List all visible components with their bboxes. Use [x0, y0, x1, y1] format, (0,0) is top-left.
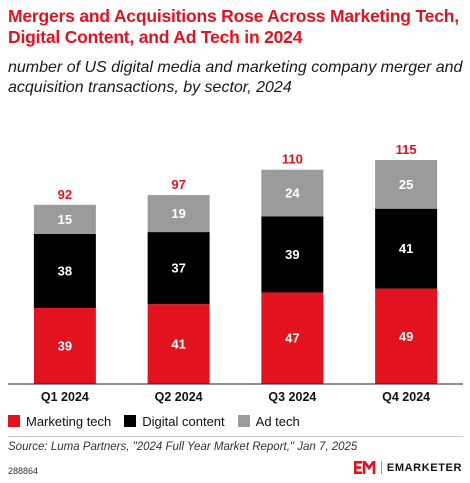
bar-digital-content-q1-2024: [33, 234, 96, 309]
brand-separator: [380, 461, 382, 474]
footer-divider: [8, 436, 463, 437]
brand-name: EMARKETER: [386, 461, 462, 474]
bar-ad-tech-q4-2024: [375, 160, 438, 209]
total-label-q1-2024: 92: [58, 187, 72, 202]
bar-digital-content-q3-2024: [261, 216, 324, 293]
bar-marketing-tech-q1-2024: [33, 308, 96, 384]
data-label-digital-content-q3-2024: 39: [285, 247, 299, 262]
legend-label-digital-content: Digital content: [142, 413, 225, 429]
x-tick-label-q2-2024: Q2 2024: [155, 390, 203, 404]
stacked-bar-chart: 39 38 15 92 Q1 2024 41 37 19 97 Q2 2024 47 39 24 110 Q…: [8, 142, 463, 404]
x-tick-label-q4-2024: Q4 2024: [382, 390, 430, 404]
data-label-digital-content-q4-2024: 41: [399, 241, 413, 256]
chart-id: 288864: [8, 466, 39, 476]
legend-swatch-marketing-tech: [8, 415, 20, 427]
chart-legend: Marketing tech Digital content Ad tech: [8, 411, 313, 431]
emarketer-logo-icon: [353, 461, 376, 474]
data-label-marketing-tech-q4-2024: 49: [399, 329, 413, 344]
data-label-marketing-tech-q2-2024: 41: [171, 337, 185, 352]
legend-item-marketing-tech: Marketing tech: [8, 414, 111, 429]
data-label-ad-tech-q2-2024: 19: [171, 206, 185, 221]
total-label-q3-2024: 110: [282, 152, 303, 167]
x-tick-label-q1-2024: Q1 2024: [41, 390, 89, 404]
bar-digital-content-q2-2024: [147, 232, 210, 305]
bar-ad-tech-q2-2024: [147, 195, 210, 233]
bar-ad-tech-q1-2024: [33, 204, 96, 235]
data-label-marketing-tech-q3-2024: 47: [285, 331, 299, 346]
source-note: Source: Luma Partners, "2024 Full Year M…: [8, 441, 358, 453]
bar-marketing-tech-q3-2024: [261, 292, 324, 384]
legend-item-digital-content: Digital content: [124, 413, 225, 429]
bar-marketing-tech-q4-2024: [375, 288, 438, 384]
data-label-digital-content-q2-2024: 37: [171, 261, 185, 276]
bar-ad-tech-q3-2024: [261, 169, 324, 217]
legend-swatch-ad-tech: [237, 415, 250, 427]
data-label-ad-tech-q4-2024: 25: [399, 177, 413, 192]
legend-label-marketing-tech: Marketing tech: [26, 413, 112, 429]
legend-swatch-digital-content: [124, 415, 137, 427]
chart-subtitle: number of US digital media and marketing…: [8, 59, 463, 96]
total-label-q4-2024: 115: [396, 142, 417, 157]
legend-label-ad-tech: Ad tech: [255, 413, 300, 429]
brand-logo: EMARKETER: [353, 461, 462, 474]
data-label-marketing-tech-q1-2024: 39: [58, 339, 72, 354]
total-label-q2-2024: 97: [171, 177, 185, 192]
bar-marketing-tech-q2-2024: [147, 304, 210, 384]
bar-digital-content-q4-2024: [375, 208, 438, 289]
x-tick-label-q3-2024: Q3 2024: [268, 390, 316, 404]
data-label-digital-content-q1-2024: 38: [58, 264, 72, 279]
chart-title: Mergers and Acquisitions Rose Across Mar…: [8, 6, 459, 47]
data-label-ad-tech-q3-2024: 24: [285, 186, 300, 201]
legend-item-ad-tech: Ad tech: [237, 413, 300, 429]
data-label-ad-tech-q1-2024: 15: [58, 212, 72, 227]
